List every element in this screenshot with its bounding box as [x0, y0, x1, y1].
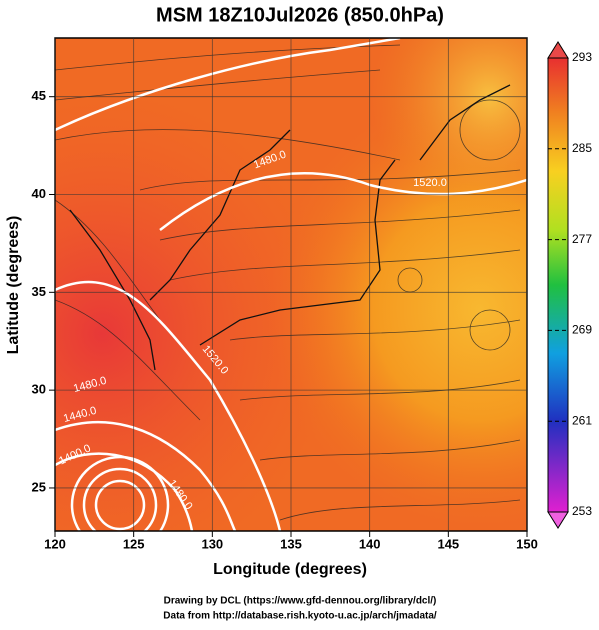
colorbar — [547, 57, 569, 513]
y-tick-label: 40 — [32, 186, 46, 201]
colorbar-tick-label: 261 — [572, 413, 592, 427]
y-axis-label: Latitude (degrees) — [5, 216, 22, 355]
footer-line: Drawing by DCL (https://www.gfd-dennou.o… — [164, 596, 437, 607]
x-tick-label: 125 — [123, 536, 145, 551]
footer-line: Data from http://database.rish.kyoto-u.a… — [163, 611, 437, 622]
x-tick-label: 150 — [516, 536, 538, 551]
y-tick-label: 30 — [32, 382, 46, 397]
colorbar-min-arrow — [547, 511, 569, 529]
colorbar-tick-label: 293 — [572, 50, 592, 64]
x-tick-label: 140 — [359, 536, 381, 551]
title: MSM 18Z10Jul2026 (850.0hPa) — [156, 4, 444, 26]
y-tick-label: 35 — [32, 284, 46, 299]
colorbar-tick-label: 277 — [572, 232, 592, 246]
contour-label: 1520.0 — [413, 177, 447, 189]
colorbar-tick-label: 269 — [572, 323, 592, 337]
y-tick-label: 45 — [32, 88, 46, 103]
x-tick-label: 145 — [437, 536, 459, 551]
colorbar-max-arrow — [547, 41, 569, 59]
colorbar-tick-label: 285 — [572, 141, 592, 155]
x-tick-label: 130 — [201, 536, 223, 551]
x-tick-label: 120 — [44, 536, 66, 551]
colorbar-tick-label: 253 — [572, 504, 592, 518]
x-tick-label: 135 — [280, 536, 302, 551]
y-tick-label: 25 — [32, 479, 46, 494]
coastlines — [69, 84, 511, 371]
contours — [55, 38, 527, 531]
x-axis-label: Longitude (degrees) — [213, 561, 367, 578]
